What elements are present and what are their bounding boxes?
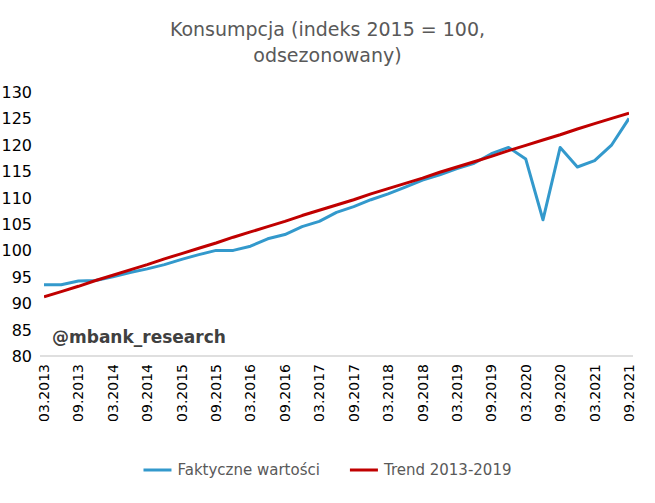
x-axis: 03.2013 09.2013 03.2014 09.2014 03.2015 09.20… bbox=[36, 364, 637, 422]
x-tick-label: 09.2020 bbox=[552, 364, 568, 422]
annotation: @mbank_research bbox=[52, 327, 226, 347]
y-tick-label: 105 bbox=[1, 215, 32, 234]
x-tick-label: 03.2013 bbox=[36, 364, 52, 422]
legend-label: Trend 2013-2019 bbox=[383, 461, 512, 479]
x-tick-label: 09.2013 bbox=[70, 364, 86, 422]
x-tick-label: 09.2015 bbox=[208, 364, 224, 422]
x-tick-label: 03.2014 bbox=[105, 364, 121, 422]
legend: Faktyczne wartości Trend 2013-2019 bbox=[143, 461, 511, 479]
x-tick-label: 09.2017 bbox=[346, 364, 362, 422]
y-tick-label: 110 bbox=[1, 189, 32, 208]
x-tick-label: 09.2021 bbox=[621, 364, 637, 422]
y-tick-label: 125 bbox=[1, 109, 32, 128]
x-tick-label: 03.2021 bbox=[587, 364, 603, 422]
plot-area bbox=[44, 113, 629, 297]
x-tick-label: 03.2020 bbox=[518, 364, 534, 422]
x-tick-label: 03.2017 bbox=[311, 364, 327, 422]
x-tick-label: 03.2018 bbox=[380, 364, 396, 422]
x-tick-label: 09.2014 bbox=[139, 364, 155, 422]
y-axis: 80 85 90 95 100 105 110 115 120 125 130 bbox=[1, 83, 32, 366]
y-tick-label: 95 bbox=[12, 268, 32, 287]
legend-swatch bbox=[350, 469, 378, 472]
title-group: Konsumpcja (indeks 2015 = 100,odsezonowa… bbox=[170, 18, 485, 66]
chart: Konsumpcja (indeks 2015 = 100,odsezonowa… bbox=[0, 0, 655, 503]
series-line bbox=[44, 118, 629, 284]
y-tick-label: 130 bbox=[1, 83, 32, 102]
legend-swatch bbox=[143, 469, 171, 472]
x-tick-label: 03.2015 bbox=[174, 364, 190, 422]
legend-item: Trend 2013-2019 bbox=[350, 461, 512, 479]
x-tick-label: 09.2018 bbox=[415, 364, 431, 422]
legend-item: Faktyczne wartości bbox=[143, 461, 319, 479]
y-tick-label: 85 bbox=[12, 321, 32, 340]
y-tick-label: 100 bbox=[1, 241, 32, 260]
y-tick-label: 120 bbox=[1, 136, 32, 155]
series-line bbox=[44, 113, 629, 297]
y-tick-label: 115 bbox=[1, 162, 32, 181]
title: Konsumpcja (indeks 2015 = 100,odsezonowa… bbox=[170, 18, 485, 66]
x-tick-label: 09.2016 bbox=[277, 364, 293, 422]
y-tick-label: 80 bbox=[12, 347, 32, 366]
x-tick-label: 03.2016 bbox=[242, 364, 258, 422]
y-tick-label: 90 bbox=[12, 294, 32, 313]
x-tick-label: 09.2019 bbox=[483, 364, 499, 422]
x-tick-label: 03.2019 bbox=[449, 364, 465, 422]
legend-label: Faktyczne wartości bbox=[177, 461, 319, 479]
x-axis-line bbox=[40, 356, 633, 357]
